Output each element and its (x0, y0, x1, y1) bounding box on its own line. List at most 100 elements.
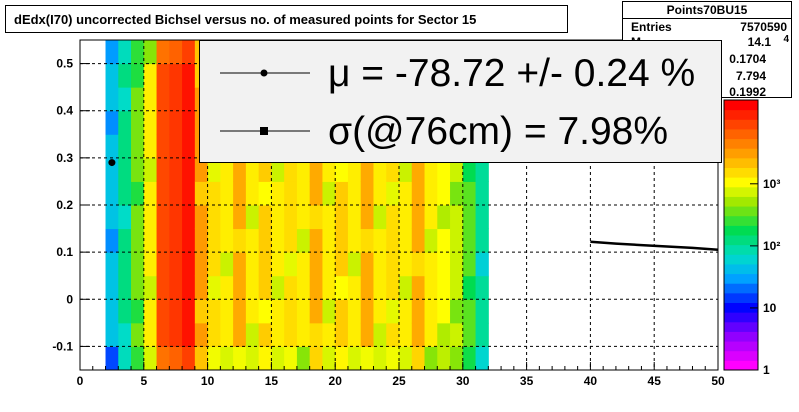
heatmap-cell (233, 205, 247, 230)
heatmap-cell (169, 299, 183, 324)
heatmap-cell (118, 63, 132, 88)
heatmap-cell (296, 228, 311, 253)
heatmap-cell (245, 252, 260, 277)
colorbar-cell (724, 148, 758, 159)
heatmap-cell (143, 134, 158, 159)
heatmap-cell (373, 275, 387, 300)
heatmap-cell (335, 275, 349, 300)
heatmap-cell (462, 228, 477, 253)
heatmap-cell (143, 63, 158, 88)
heatmap-cell (424, 275, 438, 300)
heatmap-cell (169, 157, 183, 182)
heatmap-cell (169, 87, 183, 112)
colorbar-cell (724, 196, 758, 207)
heatmap-cell (437, 228, 451, 253)
heatmap-cell (322, 181, 336, 206)
x-tick-label: 30 (456, 374, 470, 388)
heatmap-cell (462, 181, 477, 206)
colorbar-tick-label: 10³ (763, 177, 780, 191)
colorbar-cell (724, 302, 758, 313)
colorbar-cell (724, 100, 758, 111)
heatmap-cell (245, 346, 260, 371)
heatmap-cell (296, 157, 311, 182)
heatmap-cell (450, 299, 464, 324)
heatmap-cell (335, 181, 349, 206)
heatmap-cell (322, 322, 336, 347)
stats-histogram-name: Points70BU15 (623, 2, 791, 19)
x-tick-label: 20 (329, 374, 343, 388)
heatmap-cell (360, 205, 374, 230)
heatmap-cell (258, 157, 272, 182)
heatmap-cell (105, 275, 119, 300)
colorbar-cell (724, 186, 758, 197)
heatmap-cell (105, 110, 119, 135)
heatmap-cell (347, 228, 362, 253)
heatmap-cell (131, 275, 145, 300)
heatmap-cell (296, 299, 311, 324)
heatmap-cell (194, 181, 209, 206)
heatmap-cell (335, 205, 349, 230)
heatmap-cell (322, 228, 336, 253)
heatmap-cell (475, 157, 489, 182)
heatmap-cell (118, 322, 132, 347)
heatmap-cell (131, 110, 145, 135)
heatmap-cell (373, 299, 387, 324)
heatmap-cell (156, 157, 170, 182)
heatmap-cell (322, 346, 336, 371)
heatmap-cell (347, 157, 362, 182)
heatmap-cell (309, 275, 323, 300)
legend: μ = -78.72 +/- 0.24 % σ(@76cm) = 7.98% (199, 40, 722, 163)
heatmap-cell (194, 299, 209, 324)
legend-text-mu: μ = -78.72 +/- 0.24 % (328, 52, 696, 95)
heatmap-cell (284, 205, 298, 230)
stats-row: 7.794 (623, 69, 791, 84)
heatmap-cell (284, 181, 298, 206)
heatmap-cell (437, 157, 451, 182)
heatmap-cell (271, 181, 285, 206)
heatmap-cell (462, 275, 477, 300)
heatmap-cell (258, 228, 272, 253)
heatmap-cell (411, 275, 426, 300)
heatmap-cell (399, 205, 413, 230)
heatmap-cell (118, 157, 132, 182)
colorbar-cell (724, 360, 758, 371)
heatmap-cell (143, 275, 158, 300)
heatmap-cell (271, 252, 285, 277)
heatmap-cell (373, 252, 387, 277)
heatmap-cell (156, 87, 170, 112)
stats-row: 0.1992 (623, 85, 791, 97)
heatmap-cell (207, 205, 221, 230)
chart-title: dEdx(I70) uncorrected Bichsel versus no.… (5, 5, 568, 33)
heatmap-cell (475, 275, 489, 300)
heatmap-cell (182, 275, 196, 300)
heatmap-cell (373, 205, 387, 230)
colorbar-cell (724, 244, 758, 255)
heatmap-cell (437, 181, 451, 206)
heatmap-cell (296, 181, 311, 206)
heatmap-cell (335, 346, 349, 371)
heatmap-cell (437, 275, 451, 300)
heatmap-cell (233, 157, 247, 182)
heatmap-cell (220, 299, 234, 324)
heatmap-cell (207, 228, 221, 253)
heatmap-cell (360, 228, 374, 253)
heatmap-cell (233, 181, 247, 206)
heatmap-cell (335, 299, 349, 324)
heatmap-cell (309, 228, 323, 253)
heatmap-cell (105, 299, 119, 324)
heatmap-cell (386, 322, 400, 347)
heatmap-cell (118, 275, 132, 300)
heatmap-cell (207, 181, 221, 206)
heatmap-cell (105, 134, 119, 159)
heatmap-cell (284, 157, 298, 182)
heatmap-cell (411, 205, 426, 230)
heatmap-cell (233, 346, 247, 371)
heatmap-cell (411, 252, 426, 277)
heatmap-cell (360, 252, 374, 277)
heatmap-cell (386, 299, 400, 324)
heatmap-cell (118, 346, 132, 371)
heatmap-cell (258, 346, 272, 371)
heatmap-cell (220, 205, 234, 230)
heatmap-cell (143, 87, 158, 112)
y-tick-label: 0 (66, 292, 73, 306)
